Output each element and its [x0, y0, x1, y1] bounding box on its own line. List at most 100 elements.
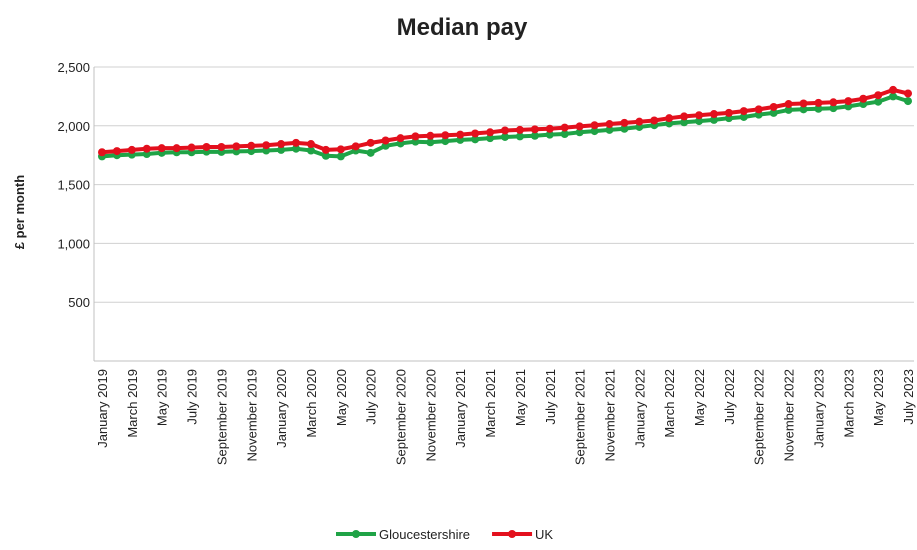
x-tick-label: March 2020	[304, 369, 319, 438]
data-point	[560, 123, 569, 132]
x-tick-label: November 2021	[602, 369, 617, 462]
data-point	[112, 147, 121, 156]
legend-item: Gloucestershire	[336, 527, 470, 542]
data-point	[98, 148, 106, 157]
y-tick-label: 2,000	[57, 119, 90, 134]
x-tick-label: May 2023	[871, 369, 886, 426]
data-point	[874, 91, 883, 100]
data-point	[590, 127, 599, 136]
data-point	[889, 92, 898, 101]
data-point	[426, 131, 435, 140]
legend-marker	[352, 530, 360, 538]
data-point	[889, 85, 898, 94]
x-tick-label: January 2020	[274, 369, 289, 448]
data-point	[635, 117, 644, 126]
data-point	[321, 145, 330, 154]
data-point	[530, 131, 539, 140]
x-tick-label: March 2021	[483, 369, 498, 438]
x-tick-label: May 2022	[692, 369, 707, 426]
x-tick-label: July 2021	[543, 369, 558, 425]
data-point	[486, 134, 495, 143]
data-point	[844, 97, 853, 106]
data-point	[620, 118, 629, 127]
data-point	[366, 138, 375, 147]
series-lines	[98, 85, 912, 161]
data-point	[336, 145, 345, 154]
data-point	[486, 128, 495, 137]
data-point	[336, 152, 345, 161]
data-point	[501, 126, 509, 135]
data-point	[277, 140, 286, 149]
data-point	[292, 138, 301, 147]
data-point	[829, 104, 838, 113]
x-tick-label: March 2019	[125, 369, 140, 438]
data-point	[217, 142, 226, 151]
y-tick-label: 1,000	[57, 236, 90, 251]
x-tick-label: May 2021	[513, 369, 528, 426]
chart-title: Median pay	[397, 14, 528, 41]
series-gloucestershire	[98, 92, 912, 161]
data-point	[471, 129, 480, 138]
data-point	[202, 142, 211, 151]
x-tick-label: July 2019	[185, 369, 200, 425]
data-point	[754, 105, 763, 114]
x-tick-label: September 2019	[214, 369, 229, 465]
data-point	[515, 132, 524, 141]
data-point	[127, 145, 136, 154]
data-point	[724, 108, 733, 117]
data-point	[695, 111, 704, 120]
data-point	[814, 98, 823, 107]
data-point	[306, 146, 315, 155]
x-tick-label: January 2021	[453, 369, 468, 448]
data-point	[515, 125, 524, 134]
data-point	[620, 124, 629, 133]
legend: Gloucestershire UK	[336, 527, 553, 542]
data-point	[739, 107, 748, 116]
data-point	[769, 108, 778, 117]
data-point	[575, 122, 584, 131]
data-point	[695, 117, 704, 126]
x-tick-label: September 2021	[573, 369, 588, 465]
series-line	[101, 87, 909, 155]
data-point	[739, 112, 748, 121]
legend-item: UK	[492, 527, 553, 542]
data-point	[650, 116, 659, 125]
data-point	[545, 124, 554, 133]
x-tick-label: January 2019	[95, 369, 110, 448]
data-point	[575, 128, 584, 137]
data-point	[381, 136, 390, 145]
data-point	[904, 89, 912, 98]
data-point	[351, 142, 360, 151]
data-point	[501, 132, 509, 141]
data-point	[874, 97, 883, 106]
data-point	[441, 131, 450, 140]
x-tick-label: September 2022	[752, 369, 767, 465]
legend-label: UK	[535, 527, 553, 542]
data-point	[680, 118, 689, 127]
x-tick-label: November 2019	[244, 369, 259, 462]
data-point	[172, 144, 181, 153]
data-point	[456, 130, 465, 139]
data-point	[366, 148, 375, 157]
data-point	[709, 110, 718, 119]
legend-label: Gloucestershire	[379, 527, 470, 542]
x-tick-label: January 2023	[811, 369, 826, 448]
data-point	[814, 104, 823, 113]
x-tick-label: July 2022	[722, 369, 737, 425]
data-point	[232, 142, 241, 151]
data-point	[665, 114, 674, 123]
data-point	[769, 102, 778, 111]
data-point	[829, 98, 838, 107]
data-point	[799, 99, 808, 108]
y-tick-label: 500	[68, 295, 90, 310]
data-point	[605, 120, 614, 129]
data-point	[545, 130, 554, 139]
data-point	[277, 145, 286, 154]
x-tick-label: May 2019	[155, 369, 170, 426]
x-tick-label: July 2020	[364, 369, 379, 425]
data-point	[441, 137, 450, 146]
data-point	[530, 125, 539, 134]
legend-marker	[508, 530, 517, 538]
data-point	[904, 97, 912, 106]
